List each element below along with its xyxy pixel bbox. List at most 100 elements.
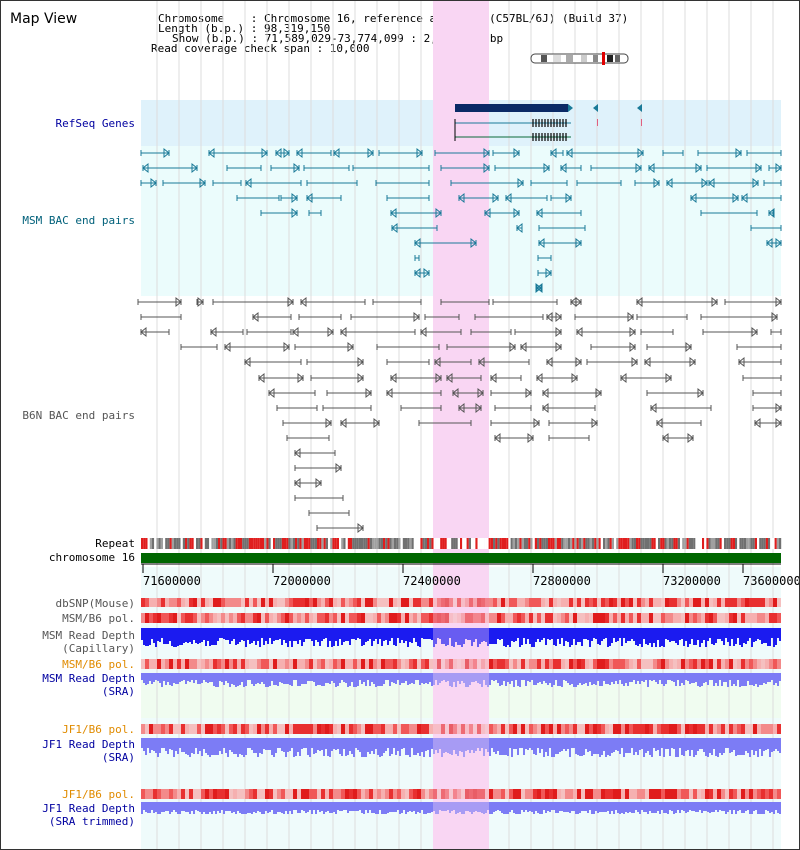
msm-read-depth-bar	[171, 628, 173, 646]
jf1-read-depth-bar	[651, 738, 653, 757]
dbsnp-strip	[689, 598, 693, 607]
track-label-msm-b6-pol[interactable]: MSM/B6 pol.	[62, 612, 135, 625]
jf1-read-depth-bar	[373, 738, 375, 754]
msm-sra-depth-bar	[219, 673, 221, 681]
track-label-jf1-b6-pol-2[interactable]: JF1/B6 pol.	[62, 788, 135, 801]
msm-sra-depth-bar	[301, 673, 303, 684]
msm-b6-pol-strip	[581, 613, 585, 623]
jf1-b6-pol-strip	[373, 724, 377, 734]
msm-read-depth-bar	[551, 628, 553, 639]
msm-b6-pol-strip	[641, 613, 645, 623]
msm-read-depth-bar	[509, 628, 511, 647]
msm-b6-pol-2-strip	[745, 659, 749, 669]
dbsnp-strip	[385, 598, 389, 607]
jf1-b6-pol-strip	[429, 724, 433, 734]
jf1-b6-pol-strip	[513, 724, 517, 734]
repeat-feature	[605, 538, 608, 549]
msm-b6-pol-strip	[761, 613, 765, 623]
jf1-read-depth-bar	[289, 738, 291, 751]
jf1-read-depth-bar	[181, 738, 183, 752]
track-label-msm-b6-pol-2[interactable]: MSM/B6 pol.	[62, 658, 135, 671]
track-label-msm-bac[interactable]: MSM BAC end pairs	[22, 214, 135, 227]
msm-bac-pair-arrow	[732, 192, 739, 204]
msm-read-depth-bar	[543, 628, 545, 638]
msm-sra-depth-bar	[609, 673, 611, 685]
dbsnp-strip	[501, 598, 505, 607]
msm-b6-pol-strip	[697, 613, 701, 623]
repeat-feature	[365, 538, 368, 549]
repeat-feature	[556, 538, 559, 549]
msm-b6-pol-strip	[725, 613, 729, 623]
msm-read-depth-bar	[761, 628, 763, 644]
msm-sra-depth-bar	[747, 673, 749, 681]
jf1-read-depth-bar	[343, 738, 345, 749]
msm-b6-pol-2-strip	[473, 659, 477, 669]
jf1-trimmed-depth-bar	[577, 802, 579, 814]
repeat-feature	[534, 538, 537, 549]
jf1-read-depth-bar	[299, 738, 301, 756]
jf1-b6-pol-strip	[205, 724, 209, 734]
jf1-trimmed-depth-bar	[589, 802, 591, 810]
msm-read-depth-bar	[569, 628, 571, 647]
track-label-b6n-bac[interactable]: B6N BAC end pairs	[22, 409, 135, 422]
dbsnp-strip	[513, 598, 517, 607]
msm-bac-pair-arrow	[666, 177, 673, 189]
track-label-chromosome[interactable]: chromosome 16	[48, 551, 135, 564]
msm-b6-pol-2-strip	[341, 659, 345, 669]
track-label-msm-read-depth-sra[interactable]: MSM Read Depth	[42, 672, 135, 685]
msm-sra-depth-bar	[715, 673, 717, 683]
jf1-read-depth-bar	[423, 738, 425, 757]
dbsnp-strip	[713, 598, 717, 607]
jf1-read-depth-bar	[183, 738, 185, 752]
b6n-bac-pair-arrow	[294, 447, 301, 459]
jf1-read-depth-bar	[567, 738, 569, 749]
msm-read-depth-bar	[235, 628, 237, 645]
jf1-b6-pol-2-strip	[453, 789, 457, 799]
msm-b6-pol-strip	[589, 613, 593, 623]
jf1-trimmed-depth-bar	[293, 802, 295, 810]
msm-read-depth-bar	[487, 628, 489, 646]
msm-sra-depth-bar	[391, 673, 393, 682]
msm-read-depth-bar	[257, 628, 259, 641]
track-label-refseq-genes[interactable]: RefSeq Genes	[55, 117, 135, 130]
jf1-trimmed-depth-bar	[471, 802, 473, 814]
jf1-trimmed-depth-bar	[373, 802, 375, 813]
jf1-read-depth-bar	[657, 738, 659, 750]
b6n-bac-pair-arrow	[268, 387, 275, 399]
track-label-jf1-read-depth-trimmed[interactable]: JF1 Read Depth	[42, 802, 135, 815]
axis-tick-label: 73600000	[743, 574, 799, 588]
repeat-feature	[543, 538, 546, 549]
jf1-read-depth-bar	[521, 738, 523, 748]
msm-read-depth-bar	[241, 628, 243, 640]
msm-read-depth-bar	[559, 628, 561, 644]
track-label-repeat[interactable]: Repeat	[95, 537, 135, 550]
repeat-feature	[706, 538, 709, 549]
msm-sra-depth-bar	[659, 673, 661, 680]
msm-sra-depth-bar	[723, 673, 725, 682]
msm-sra-depth-bar	[323, 673, 325, 686]
track-label-dbsnp[interactable]: dbSNP(Mouse)	[55, 597, 135, 610]
repeat-feature	[213, 538, 216, 549]
msm-sra-depth-bar	[689, 673, 691, 684]
msm-b6-pol-strip	[181, 613, 185, 623]
jf1-b6-pol-strip	[613, 724, 617, 734]
msm-sra-depth-bar	[331, 673, 333, 681]
jf1-read-depth-bar	[269, 738, 271, 750]
jf1-read-depth-bar	[305, 738, 307, 748]
msm-sra-depth-bar	[599, 673, 601, 686]
jf1-trimmed-depth-bar	[381, 802, 383, 814]
track-label-msm-read-depth[interactable]: MSM Read Depth	[42, 629, 135, 642]
msm-sra-depth-bar	[367, 673, 369, 680]
jf1-read-depth-bar	[539, 738, 541, 753]
jf1-b6-pol-2-strip	[421, 789, 425, 799]
msm-sra-depth-bar	[709, 673, 711, 680]
msm-read-depth-bar	[389, 628, 391, 641]
msm-sra-depth-bar	[265, 673, 267, 687]
jf1-trimmed-depth-bar	[561, 802, 563, 811]
msm-b6-pol-strip	[545, 613, 549, 623]
repeat-feature	[255, 538, 258, 549]
jf1-read-depth-bar	[687, 738, 689, 750]
track-label-jf1-b6-pol[interactable]: JF1/B6 pol.	[62, 723, 135, 736]
track-label-jf1-read-depth[interactable]: JF1 Read Depth	[42, 738, 135, 751]
